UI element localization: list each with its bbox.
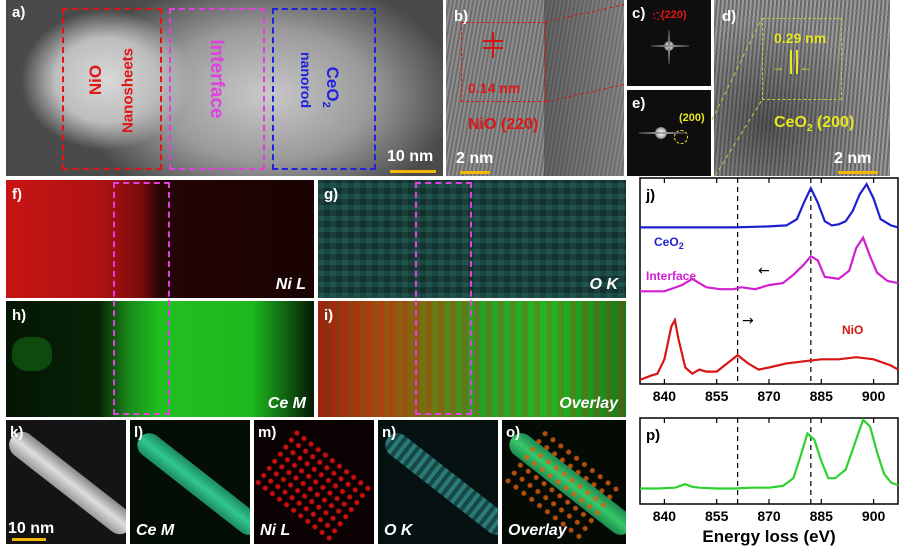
panel-b-spacing-label: 0.14 nm bbox=[468, 80, 521, 96]
panel-g-label: g) bbox=[324, 186, 339, 203]
panel-d-fft-region-box bbox=[762, 18, 842, 100]
map-interface-box-left bbox=[113, 182, 170, 415]
panel-a-stem-image: a) NiO Nanosheets Interface CeO2 nanorod… bbox=[6, 0, 443, 176]
x-tick-label: 855 bbox=[705, 388, 729, 404]
panel-c-label: c) bbox=[632, 5, 646, 22]
panel-d-label: d) bbox=[722, 8, 737, 25]
panel-o-label: o) bbox=[506, 424, 521, 441]
panel-b-scale-bar bbox=[460, 171, 490, 174]
ceo2-region-box bbox=[272, 8, 376, 170]
panel-g-o-map: g) O K bbox=[318, 180, 626, 298]
series-line-1 bbox=[640, 235, 899, 293]
series-line-0 bbox=[640, 182, 899, 229]
panel-n-element-tag: O K bbox=[384, 522, 413, 539]
panel-h-label: h) bbox=[12, 307, 27, 324]
series-label-interface: Interface bbox=[646, 269, 696, 283]
panel-e-streak-h bbox=[639, 132, 685, 134]
chart-j-eels-spectra: 840 855 870 885 900 j) CeO2 Interface NiO ← → bbox=[639, 177, 899, 404]
panel-c-fft-image: c) (220) bbox=[627, 0, 711, 86]
panel-d-spacing-line-2 bbox=[796, 50, 798, 74]
panel-e-diffraction-spot bbox=[674, 130, 688, 144]
panel-d-spacing-line-1 bbox=[790, 50, 792, 74]
panel-b-spacing-tick-2 bbox=[483, 47, 503, 49]
ceo2-region-sublabel: nanorod bbox=[298, 52, 314, 108]
panel-n-o-rod: n) O K bbox=[378, 420, 498, 544]
panel-i-label: i) bbox=[324, 307, 334, 324]
panel-b-scale-label: 2 nm bbox=[456, 150, 494, 167]
panel-e-label: e) bbox=[632, 95, 646, 112]
nio-connector-lines bbox=[545, 3, 627, 103]
panel-f-label: f) bbox=[12, 186, 22, 203]
panel-d-scale-bar bbox=[838, 171, 878, 174]
panel-c-diffraction-spot bbox=[653, 12, 661, 20]
panel-k-label: k) bbox=[10, 424, 24, 441]
nio-region-label: NiO bbox=[86, 64, 105, 96]
panel-n-label: n) bbox=[382, 424, 397, 441]
series-label-ceo2: CeO2 bbox=[654, 235, 684, 251]
panel-b-spacing-marker bbox=[492, 32, 494, 58]
panel-g-element-tag: O K bbox=[589, 276, 618, 293]
x-tick-label: 885 bbox=[810, 388, 834, 404]
panel-k-stem-rod: k) 10 nm bbox=[6, 420, 126, 544]
panel-a-label: a) bbox=[12, 4, 26, 21]
map-interface-box-right bbox=[415, 182, 472, 415]
panel-d-scale-label: 2 nm bbox=[834, 150, 872, 167]
x-tick-label: 900 bbox=[862, 388, 886, 404]
x-tick-label: 870 bbox=[757, 388, 781, 404]
nio-region-sublabel: Nanosheets bbox=[119, 47, 137, 134]
panel-m-label: m) bbox=[258, 424, 277, 441]
panel-d-plane-label: CeO2 (200) bbox=[774, 114, 855, 135]
panel-m-element-tag: Ni L bbox=[260, 522, 291, 539]
panel-d-arrow-right: ← bbox=[800, 60, 812, 74]
panel-k-scale-label: 10 nm bbox=[8, 520, 55, 537]
chart-p-panel-label: p) bbox=[646, 427, 660, 444]
x-tick-label: 840 bbox=[653, 508, 677, 524]
panel-c-plane-label: (220) bbox=[661, 9, 687, 21]
chart-p-eels-spectrum: 840 855 870 885 900 p) Energy loss (eV) bbox=[639, 417, 899, 546]
panel-d-spacing-label: 0.29 nm bbox=[774, 30, 827, 46]
chart-p-x-axis-label: Energy loss (eV) bbox=[702, 527, 835, 546]
panel-i-element-tag: Overlay bbox=[559, 395, 618, 412]
panel-d-arrow-left: → bbox=[772, 60, 784, 74]
panel-l-element-tag: Ce M bbox=[136, 522, 175, 539]
x-tick-label: 870 bbox=[757, 508, 781, 524]
x-tick-label: 840 bbox=[653, 388, 677, 404]
panel-d-hrtem-image: d) 0.29 nm → ← CeO2 (200) 2 nm bbox=[714, 0, 890, 176]
x-tick-label: 885 bbox=[810, 508, 834, 524]
panel-b-label: b) bbox=[454, 8, 469, 25]
panel-a-scale-label: 10 nm bbox=[387, 148, 434, 165]
panel-c-streak-h bbox=[651, 45, 689, 47]
x-tick-label: 900 bbox=[862, 508, 886, 524]
panel-k-scale-bar bbox=[12, 538, 46, 541]
panel-e-plane-label: (200) bbox=[679, 112, 705, 124]
panel-o-overlay-rod: o) Overlay bbox=[502, 420, 626, 544]
shift-arrow-right: → bbox=[742, 313, 754, 329]
fft-connector-lines bbox=[711, 17, 763, 176]
panel-i-overlay-map: i) Overlay bbox=[318, 301, 626, 417]
shift-arrow-left: ← bbox=[758, 263, 770, 279]
panel-a-scale-bar bbox=[390, 170, 436, 173]
interface-region-label: Interface bbox=[206, 39, 227, 119]
panel-f-ni-map: f) Ni L bbox=[6, 180, 314, 298]
panel-o-element-tag: Overlay bbox=[508, 522, 567, 539]
chart-j-panel-label: j) bbox=[645, 187, 655, 204]
series-label-nio: NiO bbox=[842, 323, 863, 337]
panel-h-element-tag: Ce M bbox=[267, 395, 306, 412]
interface-region-box bbox=[169, 8, 265, 170]
ceo2-region-label: CeO2 bbox=[319, 66, 343, 108]
nio-region-box bbox=[62, 8, 162, 170]
panel-c-streak bbox=[668, 30, 670, 64]
panel-e-fft-image: e) (200) bbox=[627, 90, 711, 176]
panel-b-plane-label: NiO (220) bbox=[468, 116, 539, 133]
panel-b-spacing-tick-1 bbox=[483, 40, 503, 42]
panel-m-ni-rod: m) Ni L bbox=[254, 420, 374, 544]
series-line-0 bbox=[640, 417, 899, 490]
panel-h-ce-map: h) Ce M bbox=[6, 301, 314, 417]
panel-f-element-tag: Ni L bbox=[275, 276, 306, 293]
panel-l-label: l) bbox=[134, 424, 144, 441]
x-tick-label: 855 bbox=[705, 508, 729, 524]
panel-b-fft-region-box bbox=[461, 22, 546, 102]
panel-l-ce-rod: l) Ce M bbox=[130, 420, 250, 544]
series-line-2 bbox=[639, 316, 899, 381]
